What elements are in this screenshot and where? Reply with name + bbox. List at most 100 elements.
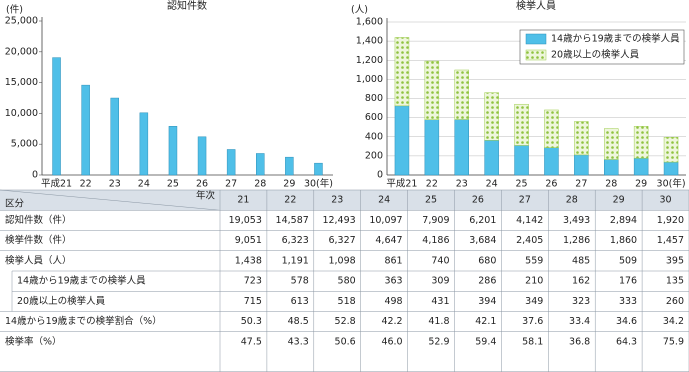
cell-value: 34.6 <box>616 316 637 327</box>
bar <box>81 84 90 176</box>
header-year-label: 27 <box>519 195 531 206</box>
cell-value: 395 <box>666 255 684 266</box>
bar-segment <box>424 119 440 176</box>
bar-segment <box>633 126 649 159</box>
x-tick-label: 22 <box>80 179 92 190</box>
bar-segment <box>604 128 619 160</box>
x-tick-label: 27 <box>575 179 587 190</box>
x-tick-label: 29 <box>635 179 647 190</box>
cell-value: 323 <box>572 296 590 307</box>
cell-value: 723 <box>244 276 262 287</box>
bar-segment <box>394 105 410 176</box>
cell-value: 64.3 <box>616 336 637 347</box>
bar-segment <box>484 140 499 176</box>
header-year-label: 28 <box>566 195 578 206</box>
cell-value: 19,053 <box>229 215 262 226</box>
cell-value: 333 <box>619 296 637 307</box>
cell-value: 50.3 <box>241 316 262 327</box>
cell-value: 1,191 <box>282 255 309 266</box>
x-tick-label: 26 <box>196 179 208 190</box>
y-tick-label: 5,000 <box>11 139 38 150</box>
bar <box>139 112 149 176</box>
axis-unit: (件) <box>6 4 23 16</box>
cell-value: 559 <box>525 255 543 266</box>
chart-title: 検挙人員 <box>516 0 556 12</box>
cell-value: 58.1 <box>522 336 543 347</box>
y-tick-label: 400 <box>365 131 383 142</box>
bar-segment <box>544 147 559 176</box>
cell-value: 349 <box>525 296 543 307</box>
cell-value: 578 <box>291 276 309 287</box>
cell-value: 363 <box>384 276 402 287</box>
header-year-label: 26 <box>472 195 484 206</box>
y-tick-label: 25,000 <box>5 16 38 27</box>
cell-value: 9,051 <box>235 235 262 246</box>
cell-value: 394 <box>478 296 496 307</box>
cell-value: 1,920 <box>657 215 684 226</box>
row-label: 検挙件数（件） <box>5 234 72 246</box>
cell-value: 14,587 <box>276 215 309 226</box>
legend-box <box>519 29 685 65</box>
cell-value: 47.5 <box>241 336 262 347</box>
cell-value: 6,201 <box>469 215 496 226</box>
x-tick-label: 25 <box>516 179 528 190</box>
cell-value: 580 <box>338 276 356 287</box>
y-tick-label: 10,000 <box>5 108 38 119</box>
bar <box>52 57 61 176</box>
x-tick-label: 24 <box>138 179 150 190</box>
cell-value: 6,327 <box>328 235 355 246</box>
header-year-label: 22 <box>284 195 296 206</box>
table-header-bg <box>0 190 689 211</box>
cell-value: 286 <box>478 276 496 287</box>
cell-value: 43.3 <box>288 336 309 347</box>
x-tick-label: 29 <box>283 179 295 190</box>
cell-value: 135 <box>666 276 684 287</box>
row-label: 認知件数（件） <box>5 214 72 226</box>
y-tick-label: 200 <box>365 150 383 161</box>
cell-value: 309 <box>431 276 449 287</box>
legend-label: 20歳以上の検挙人員 <box>551 49 640 61</box>
x-tick-label: 22 <box>426 179 438 190</box>
x-tick-label: 平成21 <box>41 178 72 190</box>
bar <box>110 97 119 176</box>
cell-value: 2,894 <box>610 215 637 226</box>
y-tick-label: 20,000 <box>5 46 38 57</box>
x-tick-label: 30(年) <box>304 178 333 190</box>
legend-swatch <box>525 49 547 61</box>
cell-value: 46.0 <box>381 336 402 347</box>
cell-value: 52.8 <box>335 316 356 327</box>
y-tick-label: 1,200 <box>356 55 383 66</box>
header-year-label: 30 <box>660 195 672 206</box>
cell-value: 4,142 <box>516 215 543 226</box>
bar-segment <box>663 136 679 163</box>
axis-unit: (人) <box>351 5 368 16</box>
y-tick-label: 1,600 <box>356 17 383 28</box>
header-year-label: 23 <box>331 195 343 206</box>
cell-value: 3,684 <box>469 235 496 246</box>
bar-segment <box>574 154 589 176</box>
x-tick-label: 30(年) <box>657 178 686 190</box>
cell-value: 1,457 <box>657 235 684 246</box>
bar-segment <box>574 121 589 156</box>
bar <box>314 162 323 176</box>
cell-value: 42.2 <box>381 316 402 327</box>
x-tick-label: 28 <box>605 179 617 190</box>
cell-value: 59.4 <box>475 336 496 347</box>
y-tick-label: 15,000 <box>5 77 38 88</box>
y-tick-label: 600 <box>365 112 383 123</box>
cell-value: 4,647 <box>375 235 402 246</box>
bar-segment <box>454 69 469 120</box>
x-tick-label: 26 <box>545 179 557 190</box>
cell-value: 613 <box>291 296 309 307</box>
bar-segment <box>514 103 529 146</box>
x-tick-label: 25 <box>167 179 179 190</box>
cell-value: 41.8 <box>428 316 449 327</box>
bar-segment <box>484 92 499 141</box>
header-year-label: 24 <box>378 195 390 206</box>
cell-value: 1,286 <box>563 235 590 246</box>
cell-value: 36.8 <box>569 336 590 347</box>
row-label: 20歳以上の検挙人員 <box>17 295 106 307</box>
cell-value: 162 <box>572 276 590 287</box>
cell-value: 50.6 <box>335 336 356 347</box>
